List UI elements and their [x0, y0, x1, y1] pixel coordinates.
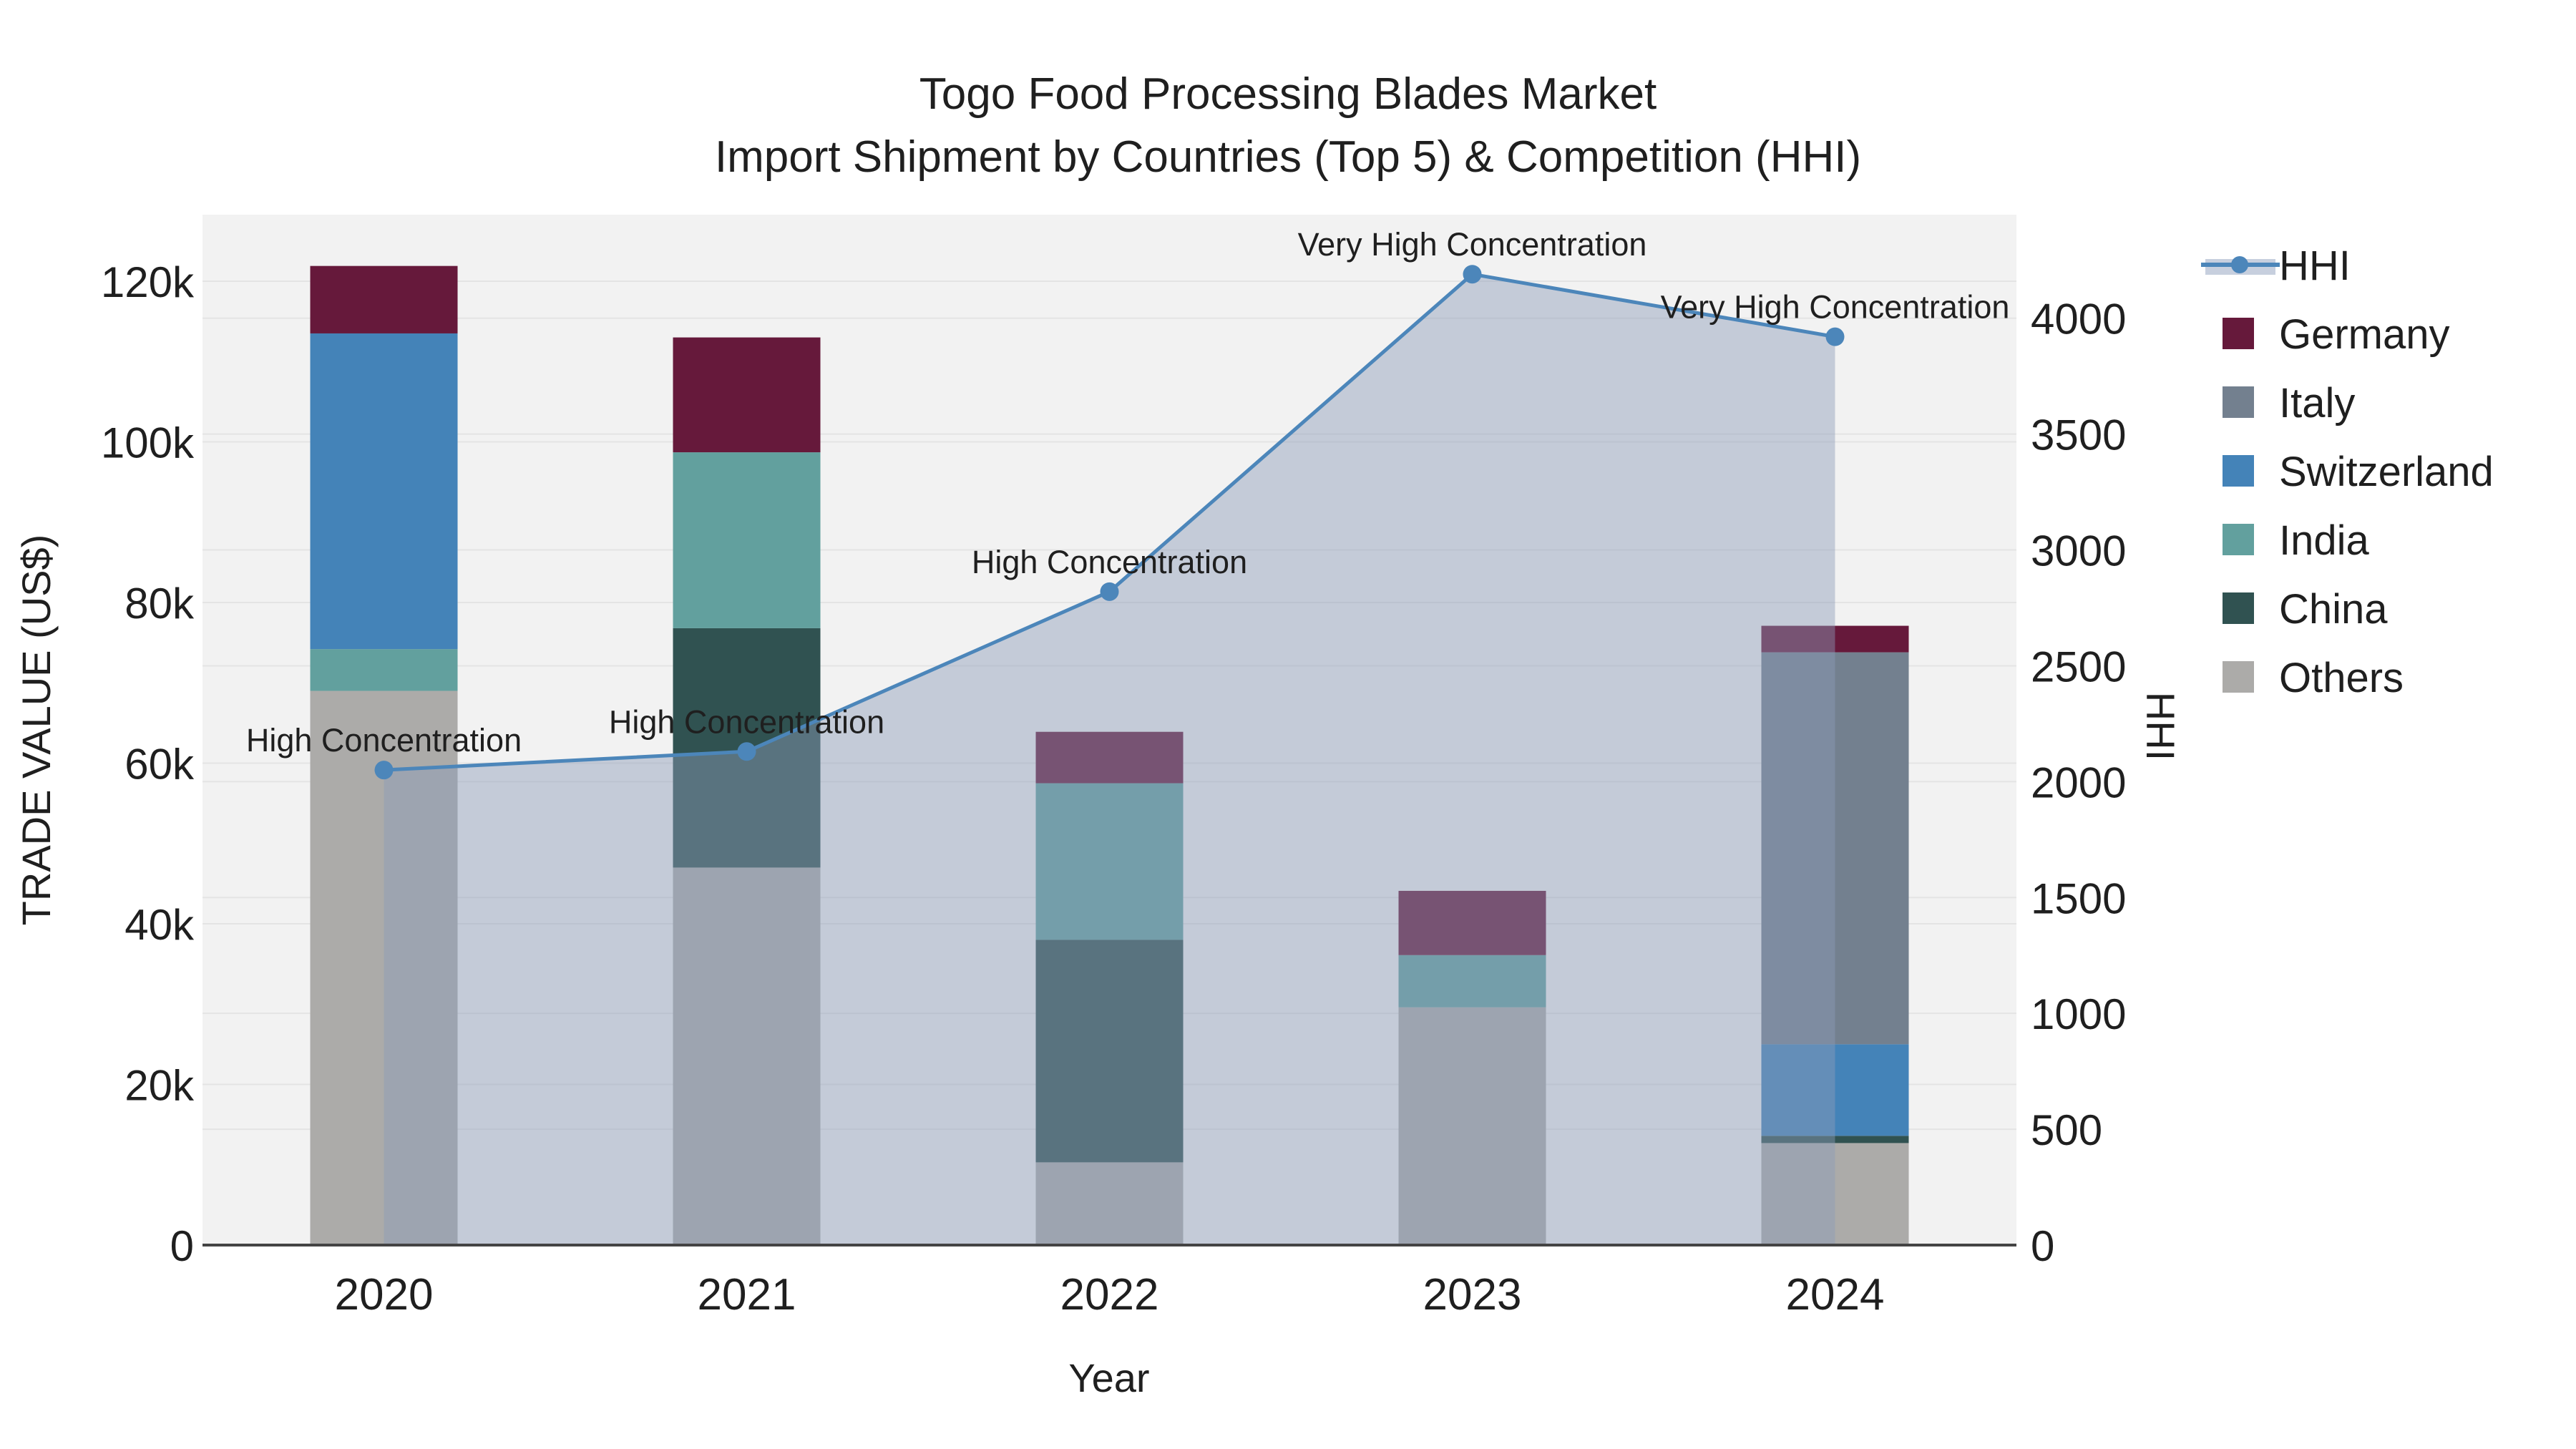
y-right-tick-label: 1500: [2031, 874, 2126, 922]
annotation-2021: High Concentration: [609, 703, 884, 740]
annotation-2020: High Concentration: [246, 722, 522, 758]
legend-item-china[interactable]: China: [2223, 586, 2388, 633]
legend-item-india[interactable]: India: [2223, 517, 2370, 564]
bar-segment-others-2023: [1398, 1007, 1546, 1245]
legend-item-italy[interactable]: Italy: [2223, 380, 2355, 426]
y-left-tick-label: 20k: [125, 1061, 195, 1109]
y-left-tick-label: 80k: [125, 580, 195, 628]
legend-item-switzerland[interactable]: Switzerland: [2223, 449, 2494, 495]
bar-segment-china-2024: [1761, 1136, 1909, 1143]
bar-segment-germany-2020: [310, 265, 458, 333]
x-tick-label-2024: 2024: [1786, 1270, 1885, 1319]
x-axis-title: Year: [1068, 1355, 1149, 1400]
annotation-2023: Very High Concentration: [1298, 226, 1647, 263]
y-right-tick-label: 1000: [2031, 990, 2126, 1038]
hhi-marker-2022: [1100, 582, 1119, 601]
legend-item-others[interactable]: Others: [2223, 655, 2404, 701]
y-right-tick-label: 3000: [2031, 527, 2126, 575]
legend-label-hhi: HHI: [2279, 243, 2351, 289]
bar-segment-germany-2022: [1035, 731, 1184, 784]
y-left-tick-label: 100k: [101, 419, 195, 467]
legend-hhi-marker-sample: [2231, 256, 2248, 273]
chart-generated-layer: [203, 215, 2016, 1246]
legend-swatch-others: [2223, 661, 2254, 693]
y-right-tick-label: 500: [2031, 1106, 2102, 1154]
annotation-2022: High Concentration: [972, 544, 1247, 580]
legend-item-germany[interactable]: Germany: [2223, 311, 2450, 358]
bar-segment-india-2022: [1035, 783, 1184, 940]
bar-segment-china-2022: [1035, 940, 1184, 1163]
legend-item-hhi[interactable]: HHI: [2201, 243, 2351, 289]
x-tick-label-2022: 2022: [1060, 1270, 1159, 1319]
legend-label-switzerland: Switzerland: [2279, 449, 2494, 495]
y-right-tick-label: 4000: [2031, 296, 2126, 343]
bar-segment-india-2020: [310, 649, 458, 691]
legend-label-others: Others: [2279, 655, 2404, 701]
bar-segment-switzerland-2024: [1761, 1044, 1909, 1136]
y-right-tick-label: 2000: [2031, 758, 2126, 806]
x-tick-label-2021: 2021: [698, 1270, 796, 1319]
y-left-tick-label: 0: [170, 1222, 194, 1270]
y-left-axis-title: TRADE VALUE (US$): [14, 535, 59, 926]
hhi-marker-2021: [737, 742, 756, 761]
hhi-marker-2020: [374, 761, 394, 780]
bar-segment-india-2023: [1398, 955, 1546, 1008]
legend-swatch-italy: [2223, 386, 2254, 418]
bar-segment-others-2021: [673, 867, 821, 1245]
legend-swatch-switzerland: [2223, 455, 2254, 487]
x-tick-label-2023: 2023: [1423, 1270, 1522, 1319]
legend-label-china: China: [2279, 586, 2388, 633]
bar-segment-germany-2023: [1398, 890, 1546, 955]
x-tick-label-2020: 2020: [335, 1270, 434, 1319]
bar-segment-germany-2021: [673, 337, 821, 453]
bar-segment-others-2020: [310, 691, 458, 1245]
y-right-tick-label: 3500: [2031, 411, 2126, 459]
legend-swatch-china: [2223, 592, 2254, 624]
legend-swatch-germany: [2223, 318, 2254, 349]
y-left-tick-label: 40k: [125, 901, 195, 949]
bar-segment-germany-2024: [1761, 625, 1909, 653]
y-right-tick-label: 2500: [2031, 643, 2126, 691]
chart-overlay-layer: High Concentration High Concentration High…: [101, 226, 2494, 1319]
hhi-area-fill: [384, 274, 1835, 1245]
legend-swatch-india: [2223, 524, 2254, 555]
hhi-marker-2023: [1463, 265, 1482, 284]
bar-segment-others-2022: [1035, 1162, 1184, 1245]
bar-segment-switzerland-2020: [310, 333, 458, 650]
bar-segment-italy-2024: [1761, 652, 1909, 1045]
bar-segment-india-2021: [673, 452, 821, 628]
hhi-marker-2024: [1825, 327, 1845, 346]
chart-title-line1: Togo Food Processing Blades Market: [919, 69, 1657, 119]
annotation-2024: Very High Concentration: [1661, 289, 2010, 326]
y-left-tick-label: 60k: [125, 740, 195, 788]
y-right-axis-title: HHI: [2138, 692, 2183, 761]
legend-label-india: India: [2279, 517, 2370, 564]
legend-label-italy: Italy: [2279, 380, 2355, 426]
bar-segment-others-2024: [1761, 1143, 1909, 1245]
y-right-tick-label: 0: [2031, 1222, 2054, 1270]
legend-label-germany: Germany: [2279, 311, 2450, 358]
chart-title-line2: Import Shipment by Countries (Top 5) & C…: [715, 132, 1861, 182]
y-left-tick-label: 120k: [101, 258, 195, 306]
